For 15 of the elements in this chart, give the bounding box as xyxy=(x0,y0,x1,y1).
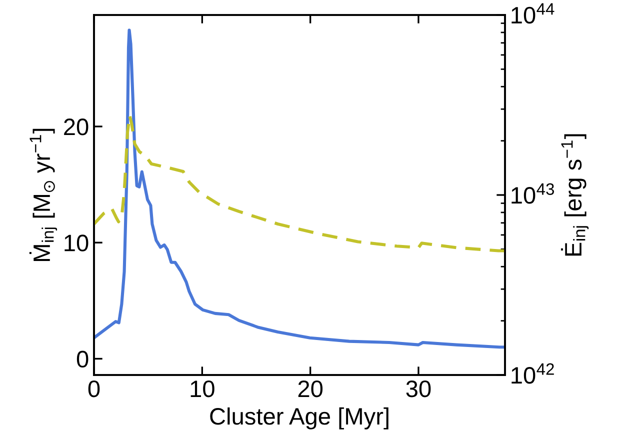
y-tick-label: 10 xyxy=(64,234,88,252)
y-axis-title: Ṁ$_{inj}$ [M$_{⊙}$ yr$^{−1}$] xyxy=(29,128,58,261)
x-tick-label: 20 xyxy=(298,380,323,398)
line-series xyxy=(94,28,505,349)
y2-tick-label: 10$^{42}$ xyxy=(512,363,554,384)
line-series xyxy=(94,114,505,252)
y2-tick-label: 10$^{44}$ xyxy=(512,3,554,24)
y2-axis-title: Ė$_{inj}$ [erg s$^{−1}$] xyxy=(560,134,589,256)
x-axis-title: Cluster Age [Myr] xyxy=(210,407,388,430)
x-tick-label: 10 xyxy=(190,380,214,398)
y-tick-label: 0 xyxy=(76,350,88,368)
y2-tick-label: 10$^{43}$ xyxy=(512,183,554,204)
y-tick-label: 20 xyxy=(64,118,88,136)
x-tick-label: 30 xyxy=(406,380,431,398)
x-tick-label: 0 xyxy=(88,380,100,398)
